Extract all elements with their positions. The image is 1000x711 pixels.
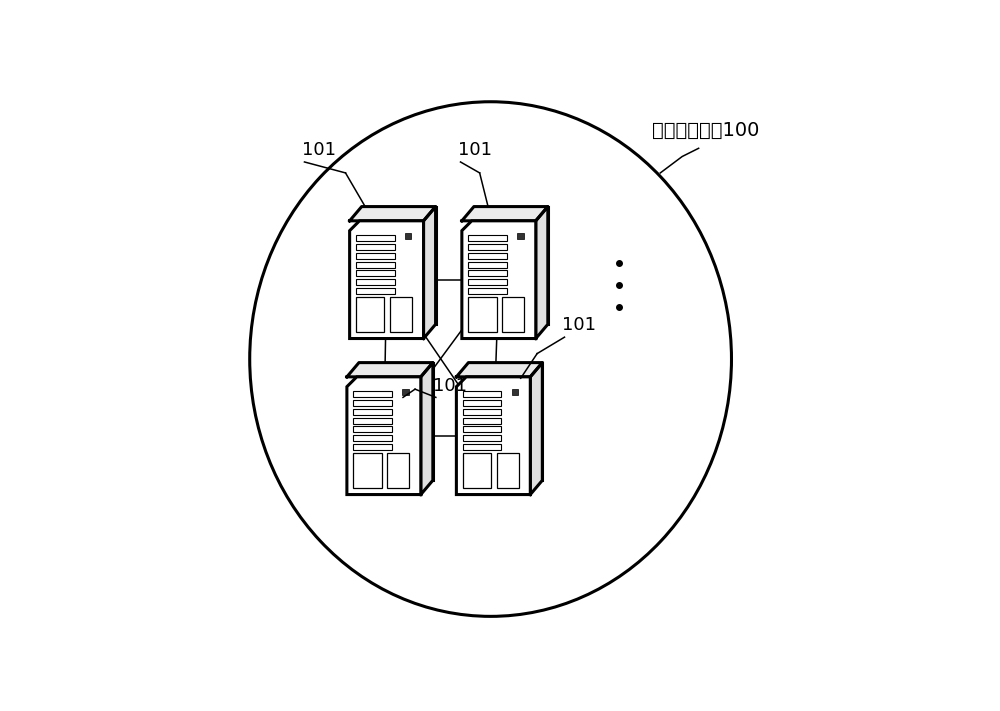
FancyBboxPatch shape — [356, 244, 395, 250]
FancyBboxPatch shape — [474, 207, 548, 324]
FancyBboxPatch shape — [353, 391, 392, 397]
FancyBboxPatch shape — [356, 296, 384, 332]
FancyBboxPatch shape — [512, 389, 518, 395]
FancyBboxPatch shape — [390, 296, 412, 332]
FancyBboxPatch shape — [356, 288, 395, 294]
FancyBboxPatch shape — [387, 453, 409, 488]
FancyBboxPatch shape — [463, 400, 501, 406]
Text: 数据共享系统100: 数据共享系统100 — [652, 121, 759, 140]
FancyBboxPatch shape — [463, 427, 501, 432]
Polygon shape — [456, 377, 530, 495]
Polygon shape — [536, 207, 548, 338]
FancyBboxPatch shape — [468, 296, 497, 332]
Polygon shape — [350, 221, 424, 338]
FancyBboxPatch shape — [405, 233, 411, 240]
Polygon shape — [350, 207, 436, 221]
FancyBboxPatch shape — [353, 453, 382, 488]
FancyBboxPatch shape — [356, 235, 395, 241]
Polygon shape — [462, 207, 548, 221]
FancyBboxPatch shape — [468, 244, 507, 250]
FancyBboxPatch shape — [463, 444, 501, 450]
FancyBboxPatch shape — [359, 363, 433, 481]
FancyBboxPatch shape — [356, 262, 395, 267]
FancyBboxPatch shape — [468, 253, 507, 259]
FancyBboxPatch shape — [353, 409, 392, 415]
Text: 101: 101 — [302, 141, 336, 159]
Text: 101: 101 — [562, 316, 596, 334]
FancyBboxPatch shape — [362, 207, 436, 324]
FancyBboxPatch shape — [402, 389, 409, 395]
FancyBboxPatch shape — [356, 270, 395, 277]
FancyBboxPatch shape — [353, 435, 392, 441]
FancyBboxPatch shape — [356, 253, 395, 259]
FancyBboxPatch shape — [463, 453, 491, 488]
FancyBboxPatch shape — [353, 400, 392, 406]
FancyBboxPatch shape — [356, 279, 395, 285]
FancyBboxPatch shape — [463, 409, 501, 415]
FancyBboxPatch shape — [463, 417, 501, 424]
Polygon shape — [462, 221, 536, 338]
FancyBboxPatch shape — [468, 279, 507, 285]
FancyBboxPatch shape — [463, 391, 501, 397]
FancyBboxPatch shape — [497, 453, 519, 488]
FancyBboxPatch shape — [463, 435, 501, 441]
Polygon shape — [421, 363, 433, 495]
FancyBboxPatch shape — [468, 235, 507, 241]
Text: 101: 101 — [458, 141, 492, 159]
FancyBboxPatch shape — [468, 270, 507, 277]
Polygon shape — [347, 377, 421, 495]
Polygon shape — [424, 207, 436, 338]
FancyBboxPatch shape — [517, 233, 524, 240]
Polygon shape — [347, 363, 433, 377]
FancyBboxPatch shape — [353, 444, 392, 450]
Polygon shape — [530, 363, 542, 495]
Text: 101: 101 — [433, 377, 467, 395]
FancyBboxPatch shape — [468, 363, 542, 481]
FancyBboxPatch shape — [353, 427, 392, 432]
FancyBboxPatch shape — [353, 417, 392, 424]
FancyBboxPatch shape — [468, 262, 507, 267]
Polygon shape — [456, 363, 542, 377]
FancyBboxPatch shape — [468, 288, 507, 294]
FancyBboxPatch shape — [502, 296, 524, 332]
